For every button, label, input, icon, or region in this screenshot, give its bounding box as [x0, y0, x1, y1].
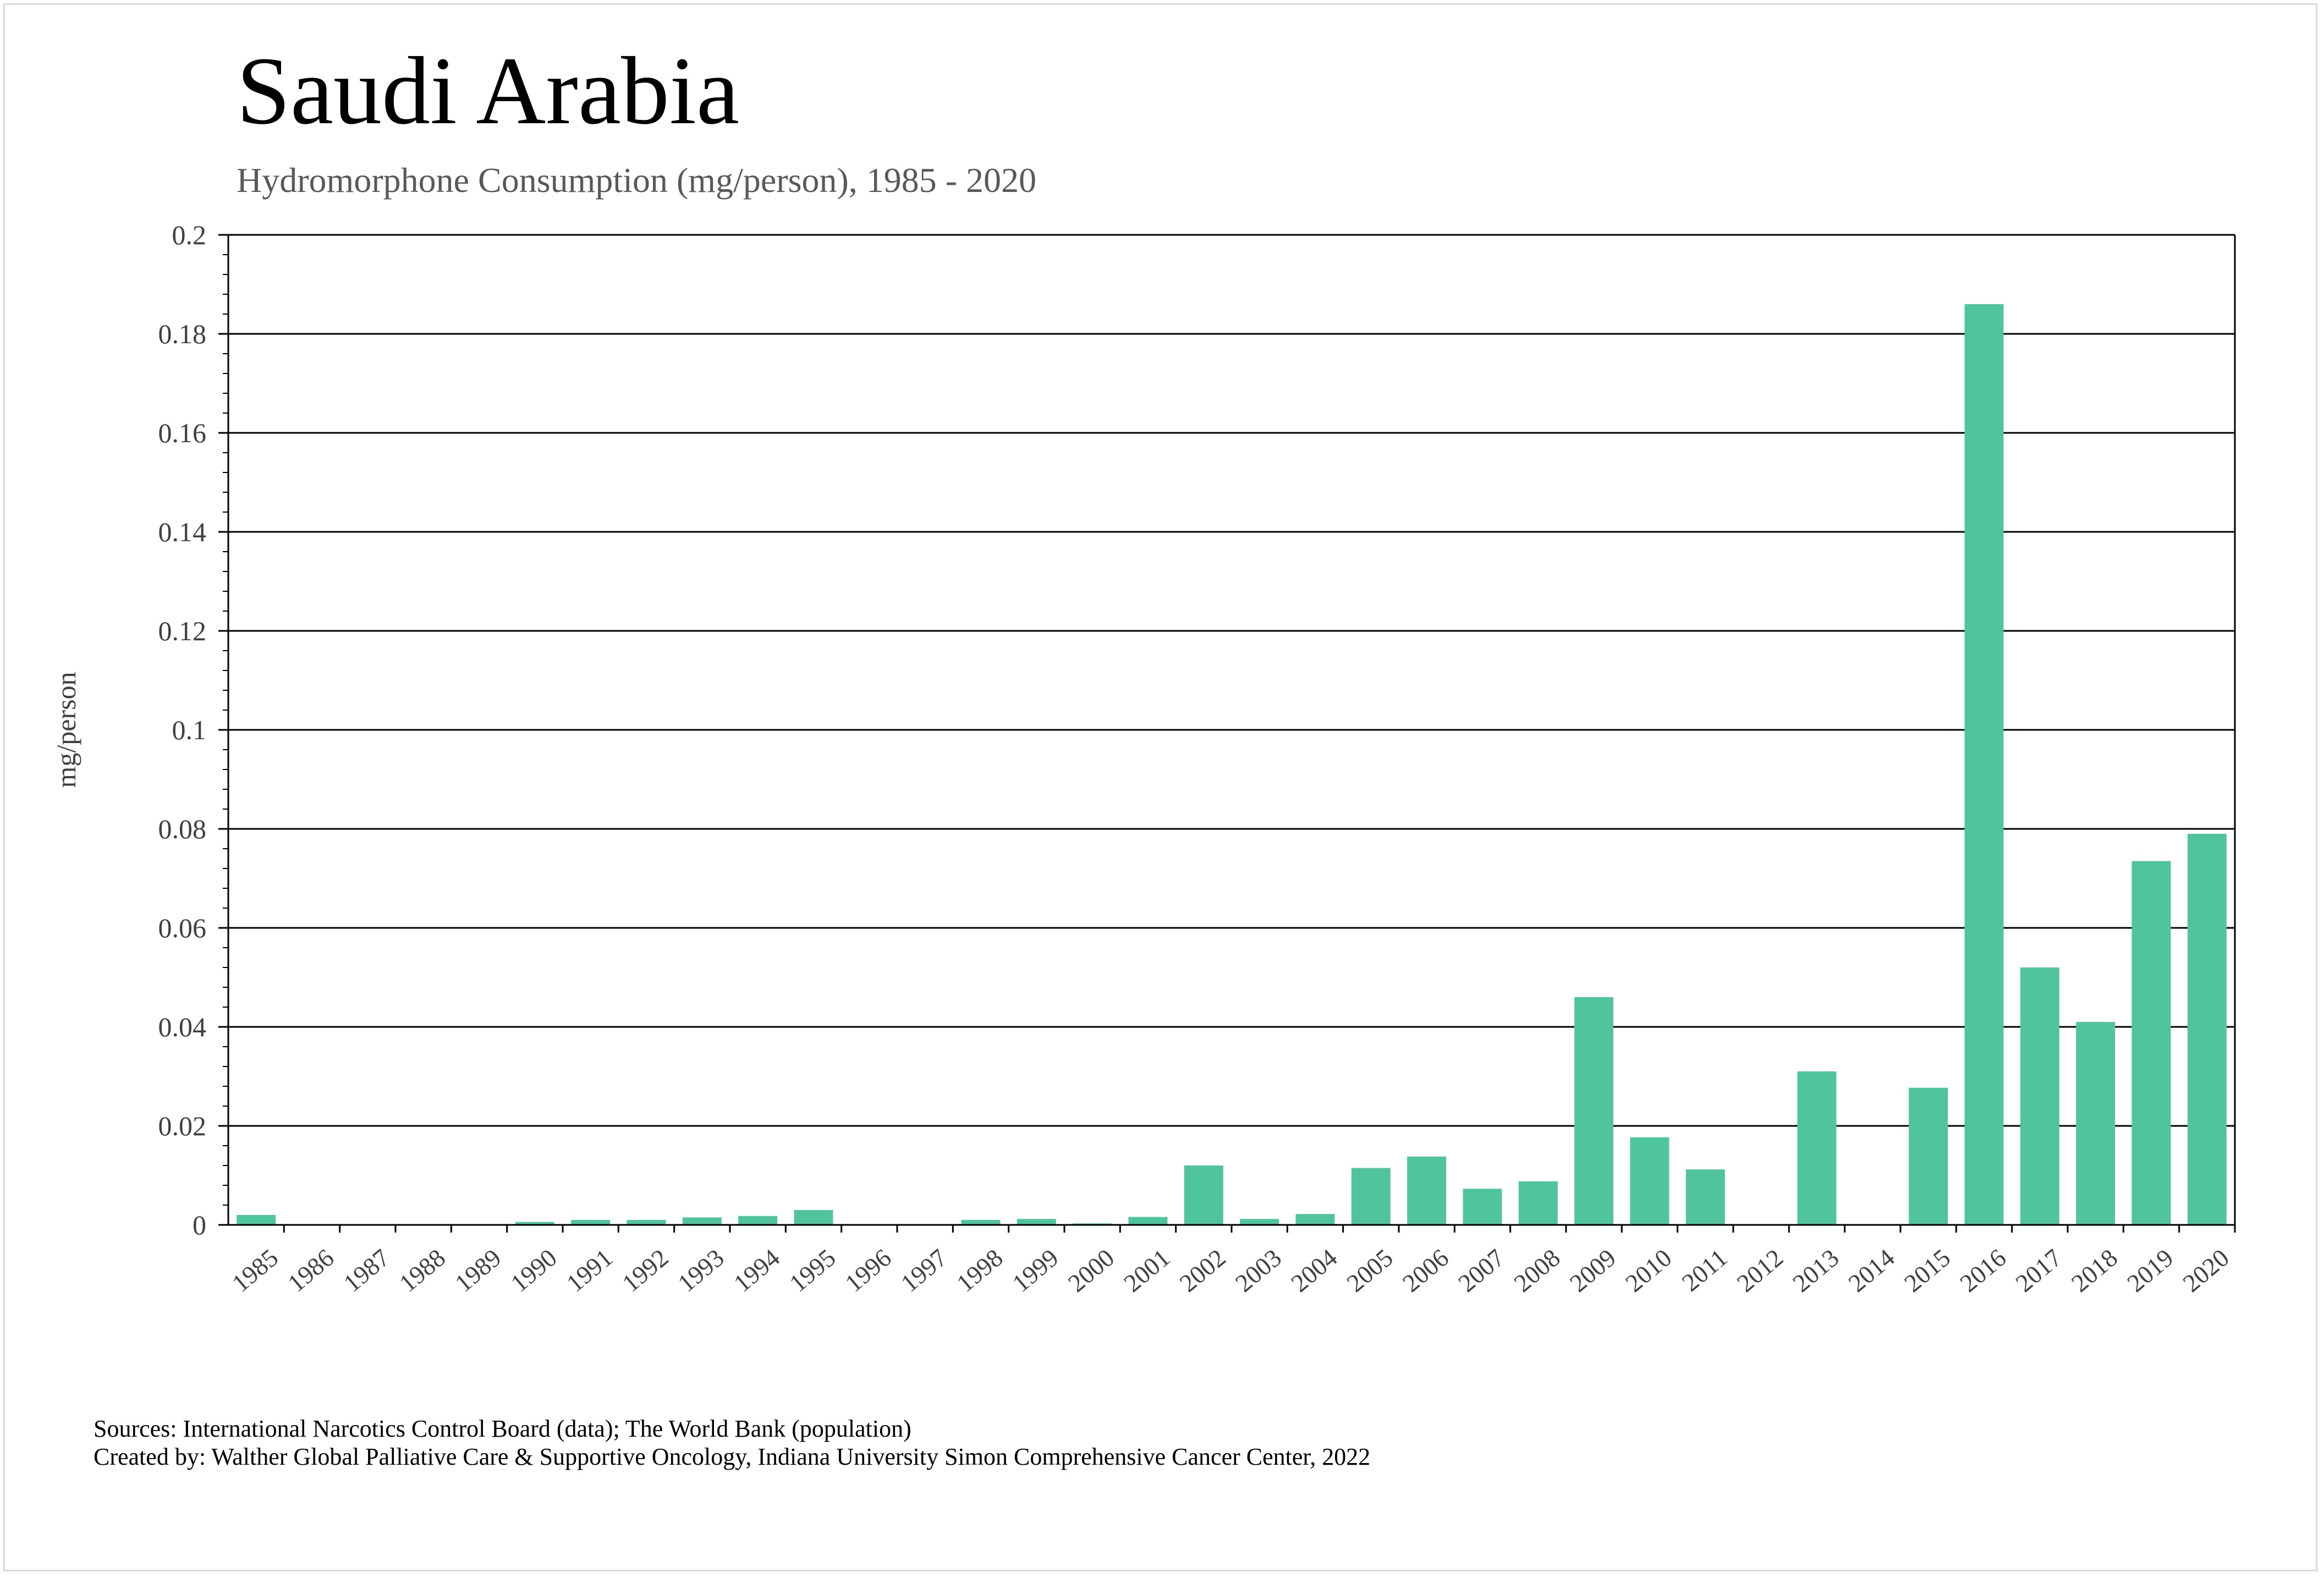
- bar: [1351, 1168, 1391, 1225]
- x-tick-label: 2019: [2122, 1244, 2178, 1297]
- x-tick-label: 2003: [1230, 1244, 1287, 1297]
- x-tick-label: 1998: [951, 1244, 1008, 1297]
- x-tick-label: 2006: [1397, 1244, 1454, 1297]
- x-tick-label: 1993: [673, 1244, 729, 1297]
- bar: [515, 1222, 554, 1225]
- bar: [1128, 1217, 1168, 1225]
- x-tick-label: 1994: [728, 1244, 785, 1297]
- y-tick-label: 0.12: [158, 615, 207, 646]
- bar: [682, 1217, 722, 1225]
- x-tick-label: 2013: [1787, 1244, 1844, 1297]
- x-tick-label: 1997: [895, 1244, 952, 1297]
- y-tick-label: 0.14: [158, 516, 207, 547]
- bar: [2020, 967, 2059, 1225]
- x-tick-label: 1987: [338, 1244, 395, 1297]
- x-tick-label: 2015: [1899, 1244, 1955, 1297]
- bar: [794, 1210, 833, 1225]
- x-tick-label: 1992: [617, 1244, 673, 1297]
- x-tick-label: 2009: [1564, 1244, 1621, 1297]
- bar: [1574, 997, 1614, 1225]
- y-tick-label: 0.18: [158, 318, 207, 349]
- bar: [1463, 1189, 1502, 1225]
- bar: [1797, 1071, 1837, 1225]
- x-tick-label: 1989: [449, 1244, 506, 1297]
- bar: [1017, 1219, 1056, 1225]
- sources-note: Sources: International Narcotics Control…: [94, 1415, 911, 1442]
- bar: [1184, 1165, 1223, 1225]
- bar: [571, 1220, 611, 1225]
- x-tick-label: 2000: [1063, 1244, 1119, 1297]
- bar: [1407, 1156, 1447, 1225]
- bar: [1685, 1169, 1725, 1225]
- x-tick-label: 2018: [2066, 1244, 2123, 1297]
- bar: [1630, 1137, 1669, 1225]
- x-tick-label: 2002: [1174, 1244, 1231, 1297]
- y-tick-label: 0.04: [158, 1011, 207, 1042]
- x-tick-label: 2010: [1620, 1244, 1677, 1297]
- x-tick-label: 2008: [1509, 1244, 1565, 1297]
- bar: [2076, 1022, 2116, 1225]
- created-by-note: Created by: Walther Global Palliative Ca…: [94, 1443, 1371, 1470]
- x-tick-label: 2005: [1342, 1244, 1398, 1297]
- y-tick-label: 0.16: [158, 417, 207, 448]
- x-tick-label: 1999: [1007, 1244, 1064, 1297]
- x-tick-label: 2007: [1453, 1244, 1509, 1297]
- y-tick-label: 0.02: [158, 1110, 207, 1141]
- bar: [1240, 1219, 1279, 1225]
- bar: [961, 1220, 1001, 1225]
- x-tick-label: 2014: [1843, 1244, 1900, 1297]
- y-tick-label: 0: [193, 1209, 206, 1240]
- x-tick-label: 1986: [282, 1244, 339, 1297]
- y-tick-label: 0.08: [158, 813, 207, 844]
- chart-title: Saudi Arabia: [237, 37, 740, 145]
- bar: [1295, 1214, 1335, 1225]
- bar: [2187, 834, 2227, 1225]
- x-tick-label: 2001: [1118, 1244, 1175, 1297]
- y-tick-label: 0.06: [158, 912, 207, 943]
- x-tick-label: 1991: [561, 1244, 618, 1297]
- x-tick-label: 2004: [1285, 1244, 1342, 1297]
- x-tick-label: 2011: [1677, 1244, 1733, 1297]
- figure-frame: [3, 3, 2317, 1571]
- chart-subtitle: Hydromorphone Consumption (mg/person), 1…: [237, 161, 1037, 200]
- y-axis-label: mg/person: [51, 672, 81, 788]
- bar: [627, 1220, 666, 1225]
- x-tick-label: 1990: [506, 1244, 562, 1297]
- x-tick-label: 1988: [394, 1244, 450, 1297]
- bar: [237, 1215, 276, 1225]
- bar: [2131, 861, 2171, 1225]
- y-tick-label: 0.2: [172, 219, 207, 250]
- bar: [1518, 1181, 1558, 1225]
- bar: [738, 1216, 778, 1225]
- bar: [1909, 1087, 1948, 1225]
- x-tick-label: 1985: [227, 1244, 283, 1297]
- x-tick-label: 2016: [1954, 1244, 2011, 1297]
- x-tick-label: 2012: [1732, 1244, 1788, 1297]
- bar: [1964, 304, 2004, 1225]
- x-tick-label: 1996: [840, 1244, 897, 1297]
- y-tick-label: 0.1: [172, 714, 207, 745]
- x-tick-label: 2017: [2010, 1244, 2067, 1297]
- x-tick-label: 2020: [2178, 1244, 2234, 1297]
- x-tick-label: 1995: [784, 1244, 840, 1297]
